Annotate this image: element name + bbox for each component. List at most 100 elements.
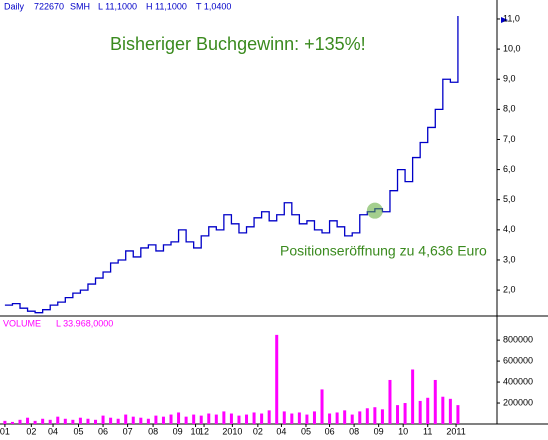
header-item: 722670 — [34, 1, 64, 11]
volume-bar — [426, 397, 430, 424]
x-tick-label: 09 — [173, 426, 183, 436]
volume-bar — [86, 418, 90, 424]
x-tick-label: 11 — [423, 426, 432, 436]
volume-bar — [146, 418, 150, 424]
volume-bar — [358, 411, 362, 424]
x-tick-label: 2011 — [446, 426, 465, 436]
volume-bar — [229, 413, 233, 424]
x-tick-label: 07 — [123, 426, 133, 436]
volume-bar — [343, 410, 347, 424]
volume-bar — [161, 416, 165, 424]
volume-bar — [267, 410, 271, 424]
x-tick-label: 04 — [48, 426, 58, 436]
volume-bar — [56, 416, 60, 424]
volume-bar — [290, 413, 294, 424]
volume-bar — [312, 411, 316, 424]
x-tick-label: 09 — [374, 426, 384, 436]
x-tick-label: 06 — [98, 426, 108, 436]
volume-bar — [448, 398, 452, 424]
volume-bar — [403, 403, 407, 424]
volume-bar — [388, 379, 392, 424]
volume-bar — [26, 417, 30, 424]
volume-bar — [350, 414, 354, 424]
entry-marker — [366, 202, 383, 219]
volume-bar — [94, 419, 98, 424]
header-item: SMH — [70, 1, 90, 11]
volume-bar — [177, 412, 181, 424]
volume-bar — [154, 415, 158, 424]
volume-bar — [396, 405, 400, 424]
y-tick-label: 3,0 — [503, 254, 516, 264]
header-item: H 11,1000 — [146, 1, 187, 11]
volume-bar — [275, 334, 279, 424]
volume-bar — [433, 379, 437, 424]
x-tick-label: 05 — [301, 426, 311, 436]
volume-bar — [48, 419, 52, 424]
volume-bar — [214, 414, 218, 424]
volume-bar — [456, 405, 460, 424]
volume-bar — [305, 414, 309, 424]
volume-bar — [71, 419, 75, 424]
y-tick-label: 11,0 — [503, 13, 520, 23]
x-tick-label: 02 — [253, 426, 263, 436]
x-tick-label: 02 — [26, 426, 36, 436]
y-tick-label: 6,0 — [503, 164, 516, 174]
volume-bar — [222, 411, 226, 424]
volume-bar — [124, 414, 128, 424]
volume-bar — [131, 416, 135, 424]
volume-bar — [3, 420, 7, 424]
y-tick-label: 4,0 — [503, 224, 516, 234]
volume-bar — [411, 369, 415, 424]
y2-tick-label: 600000 — [503, 355, 533, 365]
x-tick-label: 06 — [325, 426, 335, 436]
volume-bar — [260, 413, 264, 424]
volume-bar — [169, 414, 173, 424]
volume-bar — [33, 420, 37, 424]
y2-tick-label: 200000 — [503, 397, 533, 407]
volume-bar — [282, 411, 286, 424]
x-tick-label: 2010 — [222, 426, 242, 436]
x-tick-label: 05 — [74, 426, 84, 436]
volume-bar — [101, 415, 105, 424]
header-item: L 11,1000 — [98, 1, 137, 11]
last-price-marker — [501, 17, 508, 23]
volume-bar — [139, 417, 143, 424]
volume-bar — [109, 417, 113, 424]
volume-bar — [418, 400, 422, 424]
volume-bar — [373, 407, 377, 424]
x-tick-label: 01 — [0, 426, 10, 436]
y-tick-label: 5,0 — [503, 194, 516, 204]
volume-bar — [116, 418, 120, 424]
y-tick-label: 10,0 — [503, 43, 521, 53]
volume-bar — [41, 418, 45, 424]
y2-tick-label: 400000 — [503, 376, 533, 386]
y-tick-label: 8,0 — [503, 104, 516, 114]
volume-bar — [252, 412, 256, 424]
volume-bar — [184, 416, 188, 424]
volume-bar — [441, 396, 445, 424]
volume-bar — [237, 415, 241, 424]
x-tick-label: 10 — [191, 426, 201, 436]
y2-tick-label: 800000 — [503, 334, 533, 344]
y-tick-label: 9,0 — [503, 74, 516, 84]
header-item: Daily — [4, 1, 25, 11]
x-tick-label: 08 — [148, 426, 158, 436]
volume-bar — [328, 413, 332, 424]
volume-bar — [199, 415, 203, 424]
volume-label: L 33.968,0000 — [56, 318, 113, 328]
volume-bar — [63, 418, 67, 424]
volume-bar — [245, 414, 249, 424]
volume-bar — [365, 408, 369, 424]
volume-bar — [335, 412, 339, 424]
annotation: Positionseröffnung zu 4,636 Euro — [280, 243, 487, 259]
volume-bar — [207, 413, 211, 424]
x-tick-label: 10 — [398, 426, 408, 436]
volume-bar — [320, 389, 324, 424]
header-item: T 1,0400 — [196, 1, 231, 11]
chart-title: Bisheriger Buchgewinn: +135%! — [110, 34, 366, 54]
y-tick-label: 2,0 — [503, 284, 516, 294]
x-tick-label: 12 — [199, 426, 209, 436]
volume-bar — [192, 414, 196, 424]
